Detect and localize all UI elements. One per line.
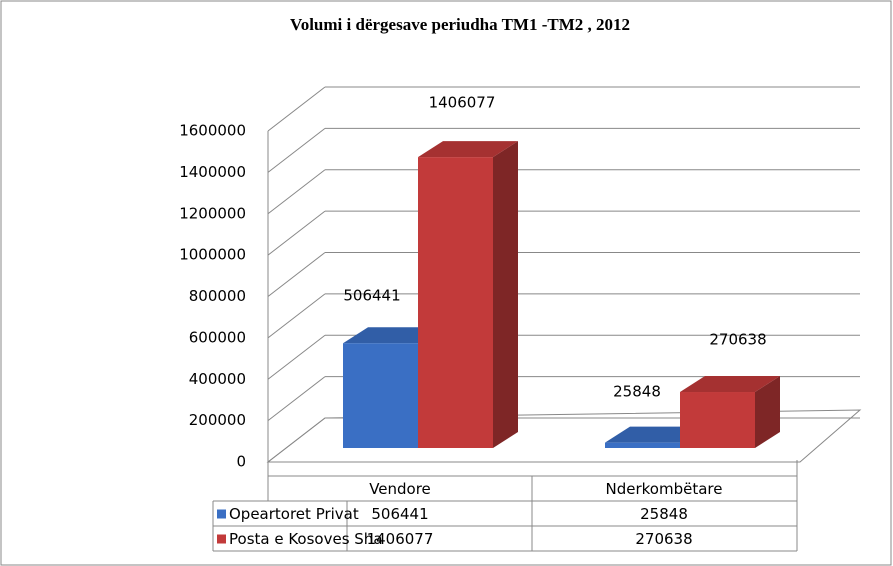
data-label: 506441 (343, 287, 400, 305)
legend-key (217, 509, 226, 519)
legend-label: Opeartoret Privat (229, 505, 359, 523)
y-tick-label: 1000000 (179, 246, 246, 264)
bar-top (418, 141, 518, 158)
grid-line (267, 210, 326, 256)
table-cell: 506441 (371, 505, 428, 523)
y-tick-label: 400000 (189, 370, 246, 388)
legend-key (217, 534, 226, 544)
y-tick-label: 600000 (189, 328, 246, 346)
grid-line (267, 86, 326, 132)
y-tick-label: 1200000 (179, 204, 246, 222)
bar-front (680, 392, 755, 448)
table-cell: 270638 (635, 530, 692, 548)
y-tick-label: 800000 (189, 287, 246, 305)
bar-side (493, 141, 518, 449)
y-tick-label: 0 (236, 453, 246, 471)
bar (680, 376, 780, 448)
data-label: 270638 (709, 331, 766, 349)
bar-front (418, 157, 493, 449)
bar-top (680, 376, 780, 393)
grid-line (267, 376, 326, 422)
chart-title: Volumi i dërgesave periudha TM1 -TM2 , 2… (290, 15, 630, 34)
grid-line (267, 169, 326, 215)
x-tick-label: Vendore (369, 480, 431, 498)
legend-label: Posta e Kosoves Sha (229, 530, 383, 548)
bar-front (343, 343, 418, 448)
table-cell: 1406077 (367, 530, 434, 548)
grid-line (267, 417, 326, 463)
bar (418, 141, 518, 449)
y-tick-label: 1600000 (179, 122, 246, 140)
grid-line (267, 334, 326, 380)
bar-front (605, 442, 680, 448)
grid-line (267, 127, 326, 173)
y-tick-label: 1400000 (179, 163, 246, 181)
bar-side (755, 376, 780, 448)
y-tick-label: 200000 (189, 411, 246, 429)
data-label: 25848 (613, 383, 661, 401)
x-tick-label: Nderkombëtare (606, 480, 723, 498)
data-label: 1406077 (429, 94, 496, 112)
grid-line (267, 252, 326, 297)
grid-line (267, 293, 326, 339)
table-cell: 25848 (640, 505, 688, 523)
